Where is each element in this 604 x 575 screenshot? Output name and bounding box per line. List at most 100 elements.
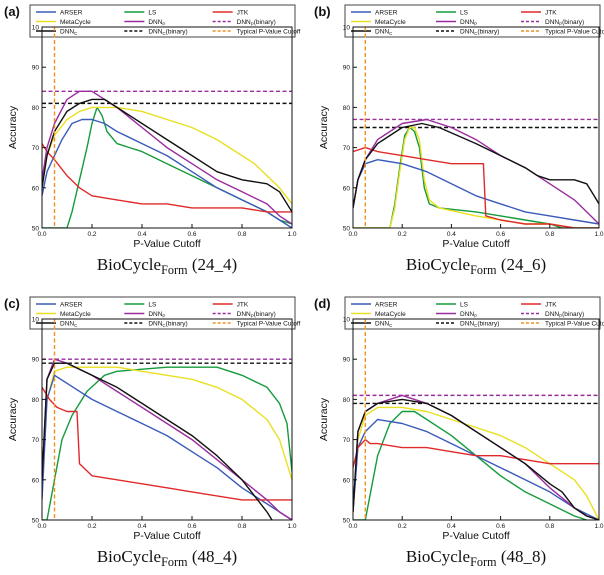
legend-frame (344, 296, 601, 330)
y-tick-label: 70 (343, 145, 351, 152)
y-tick-label: 10 (343, 317, 351, 324)
legend-entry: DNNC (60, 321, 78, 329)
series-dnn-c-line (42, 98, 292, 213)
legend-entry: DNNP (148, 19, 165, 27)
legend-entry: DNNC (60, 29, 78, 37)
x-tick-label: 0.8 (545, 231, 554, 238)
x-tick-label: 0.6 (187, 231, 196, 238)
x-tick-label: 1.0 (287, 523, 296, 530)
x-tick-label: 0.8 (545, 523, 554, 530)
y-tick-label: 10 (32, 25, 40, 32)
y-tick-label: 50 (32, 518, 40, 525)
x-tick-label: 0.2 (398, 523, 407, 530)
y-axis-label: Accuracy (318, 105, 330, 149)
legend-entry: LS (148, 10, 157, 17)
series-arser-line (42, 374, 292, 520)
chart-panel-d: (d) ARSER LS JTK MetaCycle DNNP DNNP(binary) DN… (314, 296, 604, 569)
x-tick-label: 0.0 (37, 523, 46, 530)
panel-label: (a) (4, 4, 20, 19)
x-tick-label: 0.4 (137, 523, 146, 530)
legend-entry: ARSER (60, 10, 83, 17)
legend-entry: MetaCycle (60, 19, 91, 26)
series-dnn-p-line (42, 358, 292, 520)
legend-entry: DNNP (460, 19, 477, 27)
y-tick-label: 90 (343, 357, 351, 364)
plot-frame (352, 26, 600, 229)
y-tick-label: 80 (343, 105, 351, 112)
x-tick-label: 0.8 (237, 523, 246, 530)
legend: ARSER LS JTK MetaCycle DNNP DNNP(binary) DNNC D… (344, 4, 604, 38)
plot-area (353, 27, 599, 228)
x-axis-label: P-Value Cutoff (442, 530, 509, 542)
legend-entry: MetaCycle (375, 311, 406, 318)
series-dnn-p-line (42, 90, 292, 225)
legend: ARSER LS JTK MetaCycle DNNP DNNP(binary) DNNC D… (29, 4, 301, 38)
legend-entry: DNNP(binary) (237, 311, 276, 319)
series-dnn-c-line (353, 122, 599, 209)
x-axis-label: P-Value Cutoff (442, 238, 509, 250)
plot-area (42, 319, 292, 520)
y-axis-label: Accuracy (7, 105, 19, 149)
chart-panel-a: (a) ARSER LS JTK MetaCycle DNNP DNNP(binary) DN… (4, 4, 301, 277)
legend-entry: DNNP(binary) (545, 311, 584, 319)
legend-entry: ARSER (60, 302, 83, 309)
series-ls-line (42, 366, 292, 520)
plot-area (353, 319, 599, 520)
x-tick-label: 0.2 (398, 231, 407, 238)
chart-panel-b: (b) ARSER LS JTK MetaCycle DNNP DNNP(binary) DN… (314, 4, 604, 277)
series-dnn-c-line (42, 362, 273, 520)
plot-frame (41, 26, 293, 229)
legend-entry: DNNC(binary) (148, 321, 187, 329)
x-tick-label: 0.2 (87, 231, 96, 238)
legend-entry: JTK (237, 10, 249, 17)
series-ls-line (353, 410, 587, 520)
panel-label: (c) (4, 296, 20, 311)
legend-entry: Typical P-Value Cutoff (545, 29, 604, 36)
plot-frame (352, 318, 600, 521)
panel-caption: BioCycleForm (24_6) (406, 255, 546, 277)
y-tick-label: 70 (32, 437, 40, 444)
x-tick-label: 0.8 (237, 231, 246, 238)
y-tick-label: 10 (343, 25, 351, 32)
x-tick-label: 0.6 (496, 231, 505, 238)
legend-entry: JTK (237, 302, 249, 309)
y-tick-label: 50 (32, 226, 40, 233)
series-jtk-line (42, 143, 292, 213)
series-dnn-p-line (353, 394, 599, 520)
y-tick-label: 60 (343, 477, 351, 484)
panel-label: (b) (314, 4, 331, 19)
legend-entry: Typical P-Value Cutoff (237, 321, 301, 328)
x-tick-label: 0.0 (348, 523, 357, 530)
x-tick-label: 0.2 (87, 523, 96, 530)
legend-entry: DNNC(binary) (148, 29, 187, 37)
x-tick-label: 0.4 (447, 523, 456, 530)
series-arser-line (42, 118, 292, 228)
panel-caption: BioCycleForm (48_4) (97, 547, 237, 569)
x-tick-label: 1.0 (594, 231, 603, 238)
y-axis-label: Accuracy (7, 397, 19, 441)
legend-entry: DNNP (460, 311, 477, 319)
series-jtk-line (42, 386, 292, 501)
legend-frame (344, 4, 601, 38)
series-ls-line (353, 126, 599, 228)
y-tick-label: 70 (343, 437, 351, 444)
plot-frame (41, 318, 293, 521)
plot-area (42, 27, 292, 228)
chart-panel-c: (c) ARSER LS JTK MetaCycle DNNP DNNP(binary) DN… (4, 296, 301, 569)
x-tick-label: 0.6 (496, 523, 505, 530)
legend-entry: DNNC (375, 29, 393, 37)
y-tick-label: 80 (32, 105, 40, 112)
legend-entry: ARSER (375, 10, 398, 17)
legend-entry: DNNC (375, 321, 393, 329)
legend-entry: ARSER (375, 302, 398, 309)
legend-entry: DNNP (148, 311, 165, 319)
legend-entry: DNNC(binary) (460, 321, 499, 329)
y-tick-label: 50 (343, 226, 351, 233)
x-tick-label: 0.4 (137, 231, 146, 238)
series-arser-line (353, 418, 599, 520)
series-metacycle-line (42, 366, 292, 488)
x-tick-label: 0.6 (187, 523, 196, 530)
legend: ARSER LS JTK MetaCycle DNNP DNNP(binary) DNNC D… (344, 296, 604, 330)
y-tick-label: 60 (32, 477, 40, 484)
